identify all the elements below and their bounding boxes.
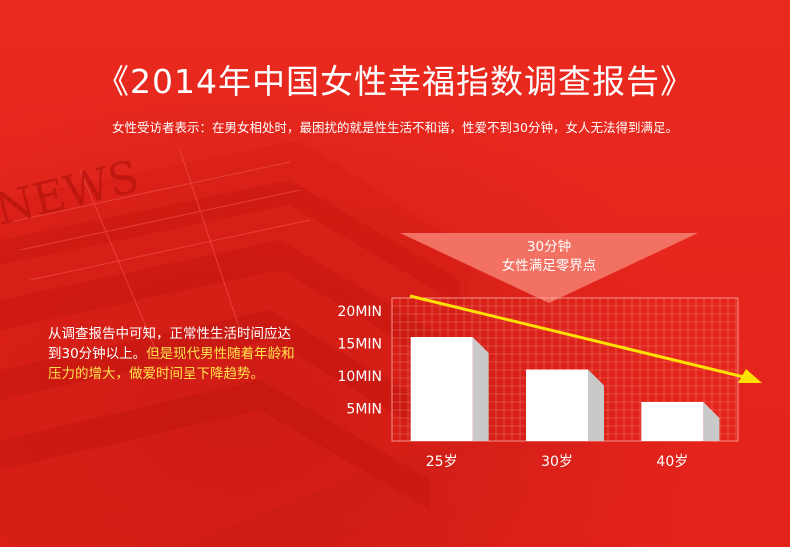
description-highlight-text: 但是现代男性随着年龄和压力的增大，做爱时间呈下降趋势。: [48, 346, 295, 382]
bar: [641, 402, 704, 441]
y-tick-label: 15MIN: [338, 337, 383, 353]
bar: [526, 369, 588, 441]
page-title: 《2014年中国女性幸福指数调查报告》: [96, 62, 694, 101]
chart-y-ticks: 5MIN 10MIN 15MIN 20MIN: [338, 304, 383, 418]
chart-bars: [410, 337, 720, 441]
trend-arrowhead: [738, 369, 762, 383]
description-paragraph: 从调查报告中可知，正常性生活时间应达到30分钟以上。但是现代男性随着年龄和压力的…: [48, 324, 298, 384]
y-tick-label: 20MIN: [338, 304, 383, 320]
y-tick-label: 10MIN: [338, 369, 383, 385]
x-tick-label: 40岁: [656, 454, 688, 470]
callout-banner: [400, 233, 698, 303]
page-subtitle: 女性受访者表示：在男女相处时，最困扰的就是性生活不和谐，性爱不到30分钟，女人无…: [112, 120, 678, 135]
bar-side: [703, 402, 720, 441]
description-text: 从调查报告中可知，正常性生活时间应达到30分钟以上。: [48, 326, 291, 362]
callout-line-2: 女性满足零界点: [501, 258, 597, 274]
callout-text: 30分钟 女性满足零界点: [400, 238, 698, 276]
bar-side: [588, 369, 604, 441]
y-tick-label: 5MIN: [346, 402, 382, 418]
bar-side: [472, 337, 489, 441]
x-tick-label: 25岁: [426, 454, 458, 470]
bar: [410, 337, 473, 441]
trend-line: [409, 294, 745, 379]
trend-arrow: [409, 294, 762, 383]
callout-line-1: 30分钟: [526, 239, 572, 255]
newspaper-stack-image: NEWS: [0, 140, 470, 547]
x-tick-label: 30岁: [541, 454, 573, 470]
chart-x-ticks: 25岁 30岁 40岁: [426, 454, 688, 470]
